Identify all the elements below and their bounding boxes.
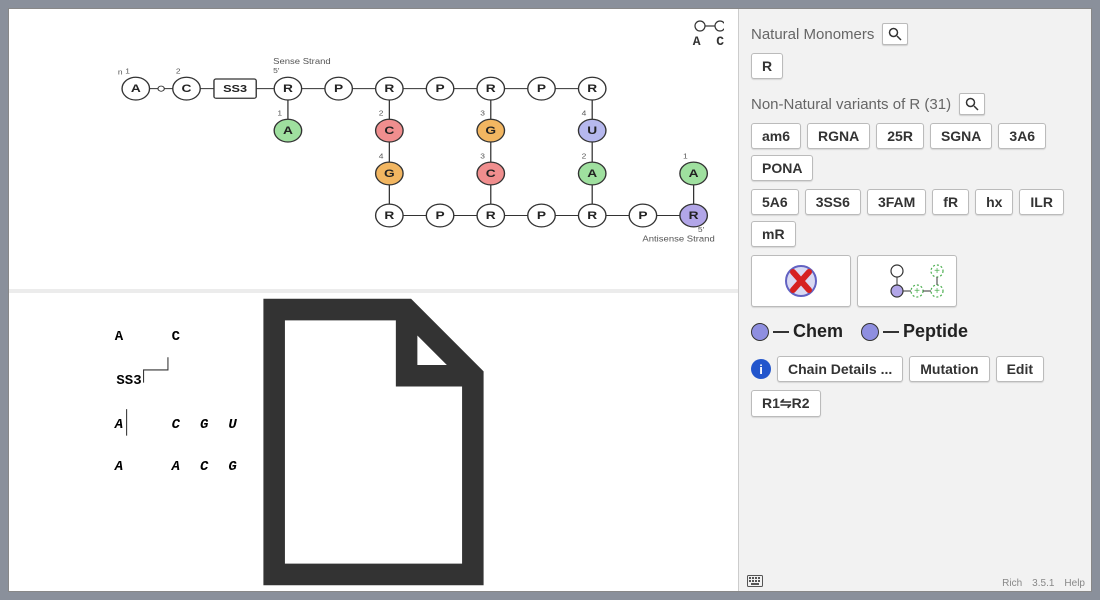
mode-chem-label: Chem [793,321,843,342]
add-branch-icon: + + + [867,259,947,303]
seq3-2: C [166,417,186,433]
variant-ILR[interactable]: ILR [1019,189,1064,215]
svg-text:5': 5' [273,67,280,75]
mode-chem[interactable]: Chem [751,321,843,342]
svg-text:P: P [537,82,546,95]
r1-r2-button[interactable]: R1⇋R2 [751,390,821,417]
svg-text:2: 2 [379,109,384,117]
status-version: 3.5.1 [1032,578,1054,589]
variant-fR[interactable]: fR [932,189,969,215]
seq4-0: A [109,459,129,475]
seq4-3: C [194,459,214,475]
chain-details-button[interactable]: Chain Details ... [777,356,903,382]
svg-text:Antisense Strand: Antisense Strand [642,235,714,244]
mode-peptide-label: Peptide [903,321,968,342]
svg-text:4: 4 [582,109,587,117]
keyboard-icon[interactable] [747,575,763,587]
svg-text:5': 5' [698,226,705,234]
seq1-0: A [109,329,129,345]
diagram-svg[interactable]: nSense Strand5'5'Antisense StrandA1C2SS3… [9,9,738,289]
search-icon [965,97,979,111]
svg-text:1: 1 [125,67,130,75]
svg-text:P: P [537,209,546,222]
svg-text:+: + [934,266,940,277]
right-pane: Natural Monomers R Non-Natural variants … [739,9,1091,591]
variant-PONA[interactable]: PONA [751,155,813,181]
svg-text:U: U [587,124,597,137]
svg-text:3: 3 [480,109,485,117]
sequence-canvas[interactable]: A C SS3 A C G U A A C G [9,293,738,591]
svg-text:C: C [182,82,192,95]
info-icon[interactable]: i [751,359,771,379]
variant-hx[interactable]: hx [975,189,1013,215]
seq1-2: C [166,329,186,345]
search-natural-button[interactable] [882,23,908,45]
svg-text:G: G [384,167,395,180]
left-pane: A C nSense Strand5'5'Antisense StrandA1C… [9,9,739,591]
mutation-button[interactable]: Mutation [909,356,989,382]
app-root: A C nSense Strand5'5'Antisense StrandA1C… [8,8,1092,592]
svg-text:G: G [485,124,496,137]
svg-text:P: P [435,82,444,95]
seq4-2: A [166,459,186,475]
delete-x-icon [783,263,819,299]
svg-text:3: 3 [480,152,485,160]
svg-text:2: 2 [176,67,181,75]
seq2-0: SS3 [109,373,149,389]
svg-text:A: A [283,124,293,137]
svg-text:R: R [689,209,699,222]
svg-text:SS3: SS3 [223,83,248,95]
structure-canvas[interactable]: A C nSense Strand5'5'Antisense StrandA1C… [9,9,738,293]
svg-text:R: R [384,82,394,95]
monomer-R[interactable]: R [751,53,783,79]
seq4-4: G [223,459,243,475]
svg-text:A: A [131,82,141,95]
variant-3FAM[interactable]: 3FAM [867,189,926,215]
variants-header: Non-Natural variants of R (31) [751,96,951,113]
status-rich: Rich [1002,578,1022,589]
svg-text:Sense Strand: Sense Strand [273,57,331,66]
mode-peptide[interactable]: Peptide [861,321,968,342]
svg-text:1: 1 [277,109,282,117]
delete-tool[interactable] [751,255,851,307]
search-variants-button[interactable] [959,93,985,115]
svg-text:C: C [384,124,394,137]
variant-mR[interactable]: mR [751,221,796,247]
svg-text:R: R [486,82,496,95]
variant-25R[interactable]: 25R [876,123,924,149]
status-bar: Rich 3.5.1 Help [1002,578,1085,589]
edit-button[interactable]: Edit [996,356,1044,382]
seq3-3: G [194,417,214,433]
seq3-4: U [223,417,243,433]
natural-monomers-header: Natural Monomers [751,26,874,43]
seq3-0: A [109,417,129,433]
svg-text:P: P [435,209,444,222]
svg-text:R: R [486,209,496,222]
svg-text:2: 2 [582,152,587,160]
svg-text:n: n [118,68,123,76]
svg-text:P: P [638,209,647,222]
svg-text:R: R [384,209,394,222]
svg-text:R: R [587,209,597,222]
variant-5A6[interactable]: 5A6 [751,189,799,215]
variant-SGNA[interactable]: SGNA [930,123,992,149]
add-tool[interactable]: + + + [857,255,957,307]
svg-text:A: A [587,167,597,180]
search-icon [888,27,902,41]
variant-3A6[interactable]: 3A6 [998,123,1046,149]
svg-text:C: C [486,167,496,180]
svg-text:P: P [334,82,343,95]
svg-text:R: R [283,82,293,95]
svg-text:+: + [934,286,940,297]
svg-text:1: 1 [683,152,688,160]
svg-text:A: A [689,167,699,180]
svg-text:4: 4 [379,152,384,160]
svg-text:+: + [914,286,920,297]
variant-am6[interactable]: am6 [751,123,801,149]
status-help[interactable]: Help [1064,578,1085,589]
svg-text:R: R [587,82,597,95]
variant-RGNA[interactable]: RGNA [807,123,870,149]
variant-3SS6[interactable]: 3SS6 [805,189,861,215]
